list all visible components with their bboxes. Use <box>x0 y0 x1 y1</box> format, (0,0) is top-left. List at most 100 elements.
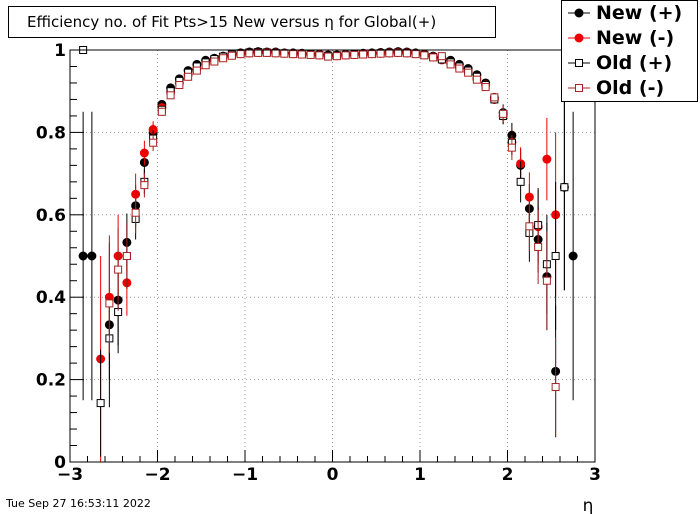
data-point <box>271 49 280 58</box>
point-marker <box>140 181 149 190</box>
data-point <box>131 192 140 234</box>
data-point <box>166 91 175 100</box>
point-marker <box>367 50 376 59</box>
point-marker <box>297 50 306 59</box>
point-marker <box>192 66 201 75</box>
data-point <box>350 50 359 59</box>
data-point <box>122 223 131 289</box>
point-marker <box>175 81 184 90</box>
point-marker <box>157 107 166 116</box>
point-marker <box>324 52 333 61</box>
grid-lines <box>70 49 595 462</box>
point-marker <box>332 52 341 61</box>
point-marker <box>420 51 429 60</box>
point-marker <box>166 91 175 100</box>
data-point <box>175 81 184 90</box>
data-point <box>96 349 105 457</box>
x-tick-label: −1 <box>232 465 258 485</box>
point-marker <box>236 50 245 59</box>
x-tick-label: −2 <box>144 465 170 485</box>
data-point <box>481 83 490 92</box>
data-points <box>78 46 578 462</box>
point-marker <box>245 49 254 58</box>
point-marker <box>149 138 158 147</box>
data-point <box>201 61 210 70</box>
series-1 <box>78 47 578 438</box>
point-marker <box>376 49 385 58</box>
data-point <box>227 51 236 60</box>
legend-entry: Old (+) <box>562 51 697 76</box>
point-marker <box>280 49 289 58</box>
point-marker <box>184 72 193 81</box>
x-tick-label: 0 <box>327 465 339 485</box>
data-point <box>341 51 350 60</box>
point-marker <box>122 252 131 260</box>
point-marker <box>429 53 438 62</box>
point-marker <box>464 68 473 77</box>
data-point <box>87 111 97 401</box>
point-marker <box>139 148 149 158</box>
point-marker <box>271 49 280 58</box>
data-point <box>420 51 429 60</box>
point-marker <box>481 83 490 92</box>
data-point <box>542 117 552 201</box>
legend-label: Old (-) <box>596 77 665 99</box>
point-marker <box>542 154 552 164</box>
data-point <box>280 49 289 58</box>
legend-label: Old (+) <box>596 52 673 74</box>
data-point <box>262 48 271 57</box>
legend-marker <box>568 33 590 43</box>
y-tick-label: 0.6 <box>36 206 66 226</box>
data-point <box>551 337 560 437</box>
point-marker <box>402 49 411 58</box>
data-point <box>525 201 534 252</box>
point-marker <box>394 48 403 57</box>
point-marker <box>437 52 446 61</box>
data-point <box>516 161 525 203</box>
point-marker <box>105 299 114 308</box>
y-tick-label: 0.2 <box>36 371 66 391</box>
point-marker <box>78 251 88 261</box>
data-point <box>289 50 298 59</box>
data-point <box>332 52 341 61</box>
data-point <box>551 181 560 331</box>
series-3 <box>79 46 569 457</box>
y-tick-label: 1 <box>54 41 66 61</box>
legend-marker <box>568 8 590 18</box>
point-marker <box>472 75 481 84</box>
data-point <box>376 49 385 58</box>
data-point <box>437 52 446 61</box>
legend-label: New (+) <box>596 2 683 24</box>
data-point <box>184 72 193 81</box>
legend-entry: New (+) <box>562 1 697 26</box>
x-tick-label: −3 <box>57 465 83 485</box>
point-marker <box>210 57 219 66</box>
data-point <box>210 57 219 66</box>
data-point <box>429 53 438 62</box>
chart-title: Efficiency no. of Fit Pts>15 New versus … <box>8 6 496 38</box>
data-point <box>157 107 166 116</box>
point-marker <box>507 143 516 152</box>
point-marker <box>227 51 236 60</box>
data-point <box>297 50 306 59</box>
data-point <box>140 172 149 198</box>
point-marker <box>499 109 508 118</box>
point-marker <box>560 183 569 192</box>
point-marker <box>385 49 394 58</box>
point-marker <box>525 222 534 231</box>
series-2 <box>96 47 561 462</box>
point-marker <box>262 48 271 57</box>
point-marker <box>201 61 210 70</box>
data-point <box>446 60 455 69</box>
point-marker <box>114 265 123 274</box>
legend-entry: Old (-) <box>562 76 697 101</box>
x-axis-label: η <box>583 496 594 514</box>
x-tick-label: 1 <box>414 465 426 485</box>
data-point <box>114 228 123 311</box>
data-point <box>254 48 263 57</box>
timestamp: Tue Sep 27 16:53:11 2022 <box>6 497 151 510</box>
y-tick-label: 0.4 <box>36 288 66 308</box>
data-point <box>455 64 464 73</box>
legend-entry: New (-) <box>562 26 697 51</box>
data-point <box>534 209 543 285</box>
